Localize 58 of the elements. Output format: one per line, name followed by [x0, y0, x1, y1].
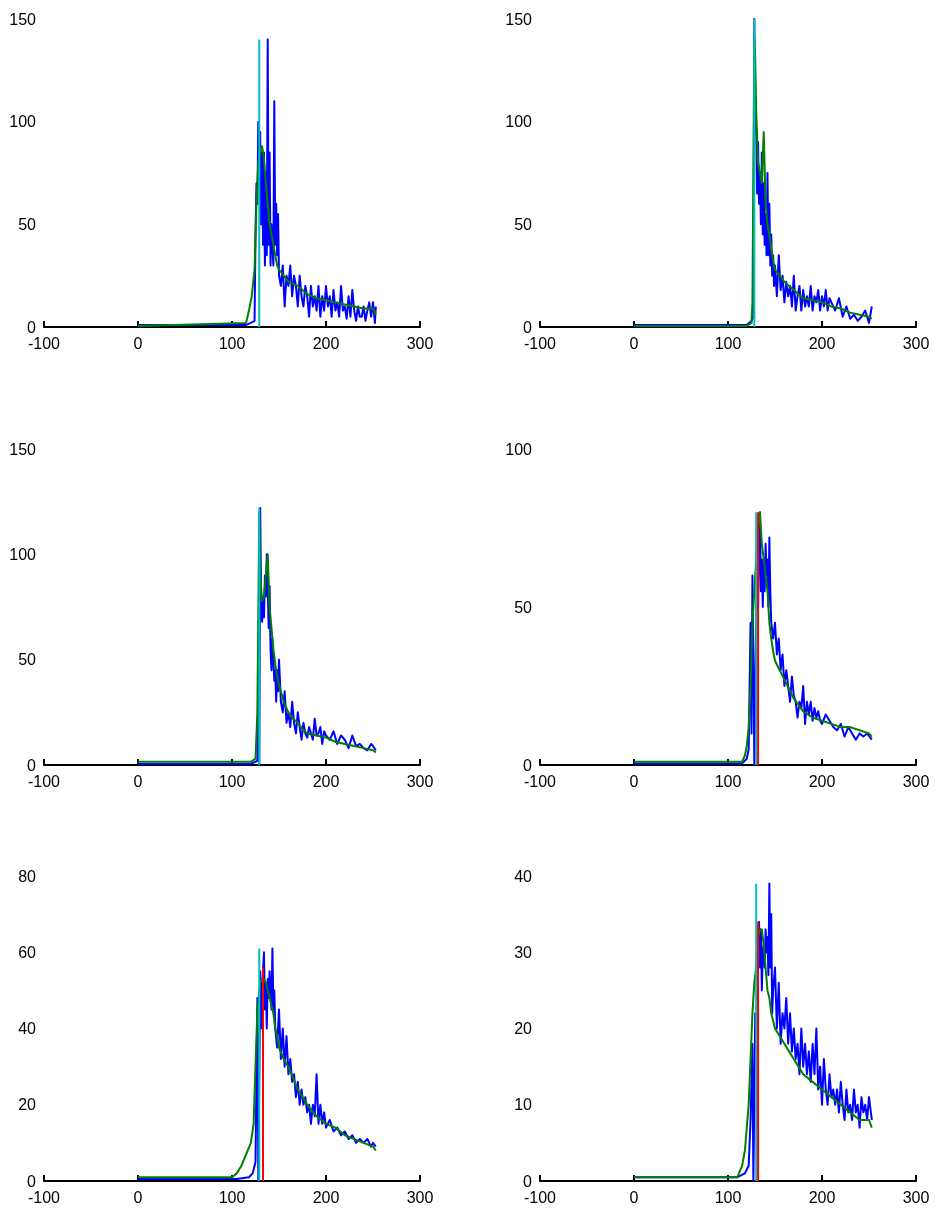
y-tick-label: 100: [505, 440, 533, 458]
x-tick-label: -100: [27, 1188, 61, 1206]
x-tick-label: 300: [902, 334, 930, 352]
x-tick-label: 300: [902, 1188, 930, 1206]
y-tick-label: 150: [9, 10, 37, 28]
x-tick-label: 300: [902, 772, 930, 790]
y-tick-label: 10: [514, 1096, 533, 1114]
y-tick-label: 0: [27, 756, 37, 774]
y-tick-label: 40: [18, 1020, 37, 1037]
y-tick-label: 0: [523, 1172, 533, 1190]
x-tick-label: 0: [629, 334, 639, 352]
y-tick-label: 100: [9, 113, 37, 131]
x-tick-label: 200: [312, 1188, 340, 1206]
y-tick-label: 20: [514, 1020, 533, 1037]
x-tick-label: -100: [523, 1188, 557, 1206]
x-tick-label: 200: [808, 1188, 836, 1206]
y-tick-label: 0: [27, 318, 37, 336]
y-tick-label: 0: [523, 318, 533, 336]
y-tick-label: 0: [27, 1172, 37, 1190]
y-tick-label: 100: [505, 113, 533, 131]
x-tick-label: 100: [714, 1188, 742, 1206]
y-tick-label: 100: [9, 545, 37, 563]
line-series: [137, 38, 377, 326]
x-tick-label: 0: [133, 1188, 143, 1206]
y-tick-label: 80: [18, 867, 37, 885]
x-tick-label: 200: [312, 772, 340, 790]
x-tick-label: 0: [133, 772, 143, 790]
x-tick-label: 300: [406, 772, 434, 790]
y-tick-label: 50: [18, 651, 37, 669]
y-tick-label: 50: [514, 215, 533, 233]
x-tick-label: 300: [406, 1188, 434, 1206]
x-tick-label: 0: [133, 334, 143, 352]
x-tick-label: 200: [808, 334, 836, 352]
y-tick-label: 150: [9, 440, 37, 458]
x-tick-label: 100: [714, 772, 742, 790]
x-tick-label: 200: [312, 334, 340, 352]
x-tick-label: 0: [629, 772, 639, 790]
y-tick-label: 0: [523, 756, 533, 774]
x-tick-label: 100: [714, 334, 742, 352]
y-tick-label: 20: [18, 1096, 37, 1114]
x-tick-label: -100: [27, 772, 61, 790]
x-tick-label: 0: [629, 1188, 639, 1206]
y-tick-label: 40: [514, 867, 533, 885]
x-tick-label: -100: [523, 772, 557, 790]
y-tick-label: 30: [514, 943, 533, 961]
x-tick-label: -100: [27, 334, 61, 352]
x-tick-label: 100: [218, 334, 246, 352]
line-series: [137, 145, 377, 327]
x-tick-label: 200: [808, 772, 836, 790]
x-tick-label: 100: [218, 1188, 246, 1206]
y-tick-label: 150: [505, 10, 533, 28]
y-tick-label: 60: [18, 943, 37, 961]
line-series: [633, 928, 873, 1179]
y-tick-label: 50: [514, 598, 533, 616]
y-tick-label: 50: [18, 215, 37, 233]
x-tick-label: 100: [218, 772, 246, 790]
x-tick-label: -100: [523, 334, 557, 352]
x-tick-label: 300: [406, 334, 434, 352]
